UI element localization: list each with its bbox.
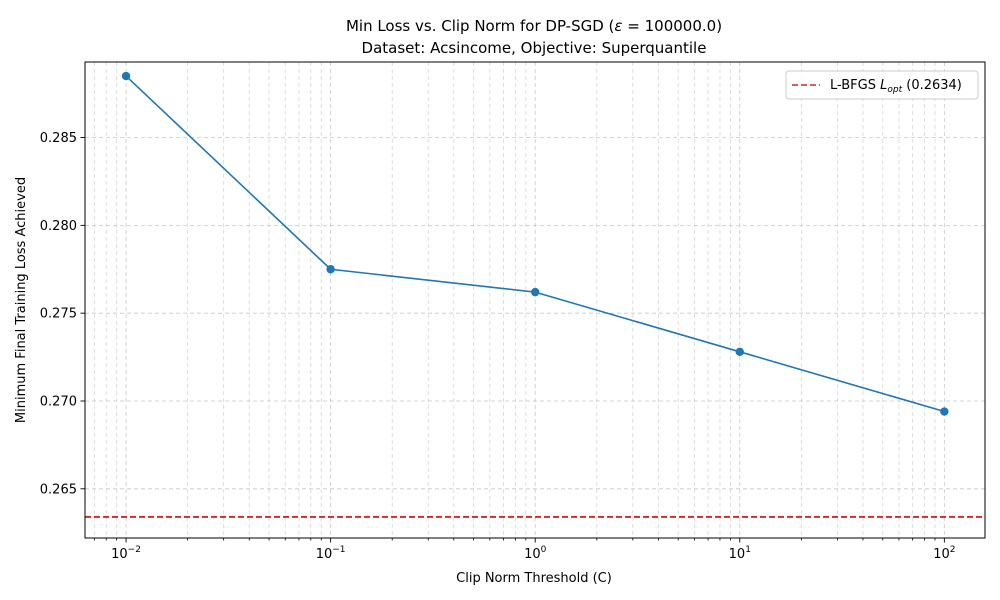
y-tick-label: 0.280 xyxy=(40,219,77,234)
x-tick-label: 10−2 xyxy=(111,545,141,562)
x-tick-label: 10−1 xyxy=(316,545,346,562)
data-point xyxy=(326,265,335,274)
y-axis-ticks: 0.265 0.270 0.275 0.280 0.285 xyxy=(40,131,85,497)
x-tick-label: 101 xyxy=(729,545,751,562)
x-axis-label: Clip Norm Threshold (C) xyxy=(456,571,612,586)
x-tick-label: 102 xyxy=(933,545,955,562)
y-axis-label: Minimum Final Training Loss Achieved xyxy=(14,177,29,423)
data-point xyxy=(531,287,540,297)
x-axis-ticks: 10−2 10−1 100 101 102 xyxy=(93,538,955,562)
y-tick-label: 0.270 xyxy=(40,394,77,409)
legend-label: L-BFGS Lopt (0.2634) xyxy=(830,78,962,95)
data-point xyxy=(940,407,949,416)
x-tick-label: 100 xyxy=(524,545,547,562)
y-tick-label: 0.275 xyxy=(40,307,77,322)
data-point xyxy=(121,71,131,81)
chart-title-line2: Dataset: Acsincome, Objective: Superquan… xyxy=(362,39,707,57)
y-tick-label: 0.285 xyxy=(40,131,77,146)
y-tick-label: 0.265 xyxy=(40,482,77,497)
data-point xyxy=(735,347,744,357)
legend: L-BFGS Lopt (0.2634) xyxy=(785,70,979,100)
series-layer xyxy=(121,71,949,416)
chart-title-line1: Min Loss vs. Clip Norm for DP-SGD (ε = 1… xyxy=(346,17,722,35)
grid-lines xyxy=(85,62,985,538)
legend-box xyxy=(785,70,979,100)
